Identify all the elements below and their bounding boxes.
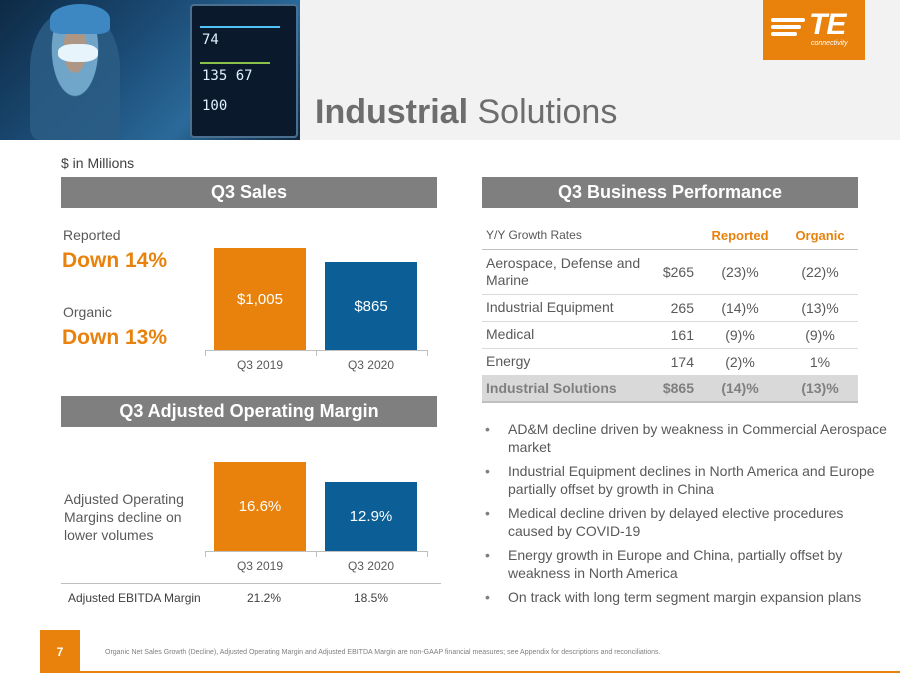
reported-value: Down 14% [62,249,168,272]
sales-section-header: Q3 Sales [61,177,437,208]
page-title-bold: Industrial [315,93,469,131]
x-axis-tick [427,350,428,356]
surgical-cap [50,4,110,34]
cell-sales: $865 [646,375,698,403]
bar-q3-2020: 12.9% [325,482,417,551]
footer-rule [80,671,900,673]
cell-name: Industrial Equipment [482,294,646,322]
page-title-rest: Solutions [468,93,618,131]
organic-value: Down 13% [62,326,168,349]
bullet-item: Industrial Equipment declines in North A… [485,462,890,498]
table-row: Medical 161 (9)% (9)% [482,321,858,349]
header-organic: Organic [782,222,858,250]
cell-sales: 265 [646,294,698,322]
monitor-wave [200,26,280,28]
monitor-readout-top: 74 [202,32,219,48]
x-tick-label: Q3 2020 [347,559,395,573]
header-reported: Reported [698,222,782,250]
monitor-readout-mid: 135 67 [202,68,253,84]
ebitda-label: Adjusted EBITDA Margin [68,591,201,605]
performance-table: Y/Y Growth Rates Reported Organic Aerosp… [482,222,858,403]
ebitda-row: Adjusted EBITDA Margin 21.2% 18.5% [61,583,441,609]
bullet-item: AD&M decline driven by weakness in Comme… [485,420,890,456]
organic-label: Organic [63,304,113,320]
x-axis-tick [205,551,206,557]
x-axis-tick [427,551,428,557]
monitor-wave [200,62,270,64]
cell-organic: 1% [782,348,858,376]
table-row: Energy 174 (2)% 1% [482,348,858,376]
ebitda-q3-2020: 18.5% [354,591,389,605]
te-connectivity-logo: TE connectivity [763,0,865,60]
table-row: Industrial Equipment 265 (14)% (13)% [482,294,858,322]
cell-sales: 174 [646,348,698,376]
x-axis-tick [316,350,317,356]
x-tick-label: Q3 2020 [347,358,395,372]
table-row: Aerospace, Defense and Marine $265 (23)% (2… [482,249,858,295]
page-title: Industrial Solutions [315,93,617,132]
logo-bars-icon [771,18,805,39]
cell-reported: (2)% [698,348,782,376]
header-growth-rates: Y/Y Growth Rates [482,222,646,250]
bullet-item: Energy growth in Europe and China, parti… [485,546,890,582]
hero-photo: 74 135 67 100 [0,0,300,140]
bar-data-label: $865 [354,297,388,315]
margin-section-header: Q3 Adjusted Operating Margin [61,396,437,427]
commentary-bullets: AD&M decline driven by weakness in Comme… [485,420,890,612]
logo-sub: connectivity [811,40,848,47]
cell-organic: (9)% [782,321,858,349]
cell-name: Industrial Solutions [482,375,646,403]
medical-monitor: 74 135 67 100 [190,4,298,138]
cell-organic: (22)% [782,249,858,295]
cell-reported: (14)% [698,294,782,322]
bar-data-label: 16.6% [238,498,282,515]
bullet-item: Medical decline driven by delayed electi… [485,504,890,540]
performance-section-header: Q3 Business Performance [482,177,858,208]
cell-organic: (13)% [782,294,858,322]
bar-q3-2020: $865 [325,262,417,350]
table-total-row: Industrial Solutions $865 (14)% (13)% [482,375,858,403]
cell-reported: (14)% [698,375,782,403]
cell-organic: (13)% [782,375,858,403]
logo-mark: TE [809,8,846,41]
bar-q3-2019: 16.6% [214,462,306,551]
cell-reported: (23)% [698,249,782,295]
margin-note: Adjusted Operating Margins decline on lo… [64,491,184,543]
cell-reported: (9)% [698,321,782,349]
cell-name: Aerospace, Defense and Marine [482,249,646,295]
bar-data-label: 12.9% [349,508,393,525]
header-sales [646,222,698,250]
cell-sales: 161 [646,321,698,349]
cell-name: Medical [482,321,646,349]
footnote: Organic Net Sales Growth (Decline), Adju… [105,649,661,656]
cell-sales: $265 [646,249,698,295]
x-tick-label: Q3 2019 [236,559,284,573]
x-axis-tick [316,551,317,557]
x-tick-label: Q3 2019 [236,358,284,372]
x-axis-tick [205,350,206,356]
reported-label: Reported [63,227,121,243]
ebitda-q3-2019: 21.2% [247,591,282,605]
page-number: 7 [40,630,80,673]
bar-data-label: $1,005 [237,290,283,308]
monitor-readout-bottom: 100 [202,98,228,114]
bar-q3-2019: $1,005 [214,248,306,350]
table-header-row: Y/Y Growth Rates Reported Organic [482,222,858,250]
surgical-mask [58,44,98,62]
cell-name: Energy [482,348,646,376]
bullet-item: On track with long term segment margin e… [485,588,890,606]
units-label: $ in Millions [61,155,135,171]
